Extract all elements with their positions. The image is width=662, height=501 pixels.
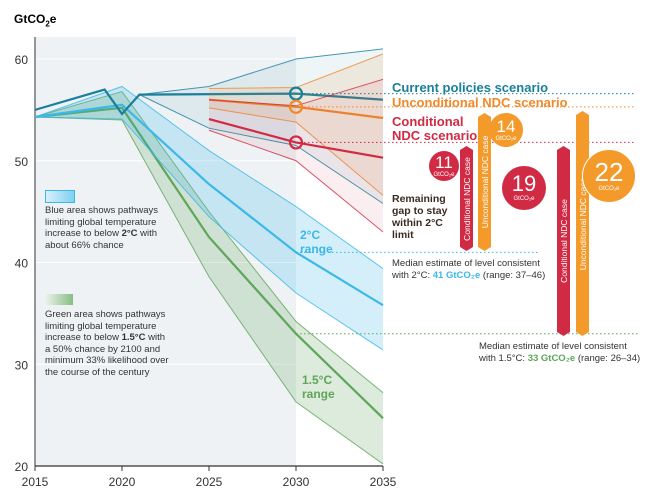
y-axis-label: GtCO2e xyxy=(14,12,57,29)
median-line-two xyxy=(34,103,384,307)
marker-2030-unconditional xyxy=(288,99,304,114)
legend-green-line: increase to below xyxy=(45,332,122,343)
marker-2030-current xyxy=(288,86,304,101)
legend-blue-line: increase to below xyxy=(45,228,122,239)
legend-blue-line: limiting global temperature xyxy=(45,216,157,228)
gap-value-15c-unconditional: 22 GtCO₂e xyxy=(582,149,636,203)
band-upper-current xyxy=(139,48,384,96)
median-15c-value: 33 GtCO₂e xyxy=(527,352,576,364)
band-upper-conditional xyxy=(208,78,384,107)
label-2c-line1: 2°C xyxy=(300,228,321,242)
remaining-gap-title: Remaining gap to stay within 2°C limit xyxy=(392,193,447,241)
gap-value-2c-unconditional: 14 GtCO₂e xyxy=(489,113,523,147)
gap-value: 14 xyxy=(496,116,516,136)
gap-value: 22 xyxy=(594,157,624,187)
median-line-current xyxy=(34,88,384,116)
median-2c-line1: Median estimate of level consistent xyxy=(392,258,540,269)
median-15c-line1: Median estimate of level consistent xyxy=(479,341,627,352)
gap-bar-label: Unconditional NDC case xyxy=(479,135,490,229)
gap-bar-label: Conditional NDC case xyxy=(558,199,569,283)
x-tick-label: 2020 xyxy=(109,475,136,489)
label-unconditional-ndc: Unconditional NDC scenario xyxy=(392,95,568,110)
legend-blue-bold: 2°C xyxy=(121,228,138,239)
legend-green-bold: 1.5°C xyxy=(121,332,146,343)
legend-green-line: with xyxy=(145,332,165,343)
median-15c-prefix: with 1.5°C: xyxy=(479,352,528,364)
y-tick-label: 60 xyxy=(15,53,29,67)
median-15c-range: (range: 26–34) xyxy=(575,352,641,364)
label-15c-line1: 1.5°C xyxy=(302,373,333,387)
gap-unit: GtCO₂e xyxy=(598,186,620,192)
legend-green-line: minimum 33% likelihood over xyxy=(45,355,169,366)
median-2c-range: (range: 37–46) xyxy=(480,269,546,281)
legend-green-line: Green area shows pathways xyxy=(45,309,166,320)
x-tick-label: 2025 xyxy=(196,475,223,489)
band-lower-unconditional xyxy=(208,107,384,196)
median-line-onefive xyxy=(34,106,384,419)
gap-value: 19 xyxy=(511,171,537,196)
band-upper-onefive xyxy=(34,90,384,394)
label-conditional-line2: NDC scenario xyxy=(392,128,478,143)
gap-title-2: gap to stay xyxy=(392,205,448,217)
label-2c-range: 2°C range xyxy=(300,228,333,256)
band-lower-two xyxy=(34,116,384,351)
gap-title-4: limit xyxy=(392,229,414,241)
x-tick-label: 2015 xyxy=(22,475,49,489)
legend-green-line: the course of the century xyxy=(45,366,150,378)
gap-value: 11 xyxy=(435,152,453,172)
x-tick-label: 2035 xyxy=(370,475,397,489)
y-tick-label: 50 xyxy=(15,155,29,169)
band-unconditional xyxy=(209,53,383,196)
gap-value-15c-conditional: 19 GtCO₂e xyxy=(502,166,546,210)
gap-bar-label: Conditional NDC case xyxy=(461,156,472,241)
median-2c-note: Median estimate of level consistent with… xyxy=(392,258,545,281)
gap-bar-15c-conditional: Conditional NDC case xyxy=(557,146,570,336)
gap-bar-15c-unconditional: Unconditional NDC case xyxy=(576,111,589,336)
legend-green-line: a 50% chance by 2100 and xyxy=(45,343,161,355)
gap-value-2c-conditional: 11 GtCO₂e xyxy=(429,151,459,181)
gap-title-3: within 2°C xyxy=(392,217,443,229)
historical-shading xyxy=(35,37,296,466)
band-lower-current xyxy=(139,94,384,204)
label-conditional-ndc: Conditional NDC scenario xyxy=(392,115,477,143)
y-tick-label: 40 xyxy=(15,257,29,271)
median-2c-prefix: with 2°C: xyxy=(392,269,433,281)
gap-bar-2c-conditional: Conditional NDC case xyxy=(460,146,473,251)
label-2c-line2: range xyxy=(300,242,333,256)
band-two xyxy=(35,86,383,351)
x-tick-label: 2030 xyxy=(283,475,310,489)
median-15c-note: Median estimate of level consistent with… xyxy=(479,341,640,364)
y-tick-label: 20 xyxy=(15,460,29,474)
band-lower-onefive xyxy=(34,116,384,465)
band-conditional xyxy=(209,79,383,232)
marker-2030-conditional xyxy=(288,135,304,150)
legend-swatch-blue xyxy=(45,190,75,203)
gap-unit: GtCO₂e xyxy=(495,135,517,142)
legend-blue-text: Blue area shows pathways limiting global… xyxy=(45,205,245,251)
legend-blue-line: about 66% chance xyxy=(45,239,124,251)
label-current-policies: Current policies scenario xyxy=(392,80,549,95)
label-conditional-line1: Conditional xyxy=(392,114,464,129)
band-lower-conditional xyxy=(208,129,384,233)
band-upper-two xyxy=(34,85,384,270)
y-tick-label: 30 xyxy=(15,358,29,372)
gap-title-1: Remaining xyxy=(392,193,446,205)
band-onefive xyxy=(35,91,383,464)
gap-bar-2c-unconditional: Unconditional NDC case xyxy=(478,113,491,251)
legend-blue-line: Blue area shows pathways xyxy=(45,205,159,216)
median-2c-value: 41 GtCO₂e xyxy=(432,269,481,281)
label-15c-range: 1.5°C range xyxy=(302,373,335,401)
gap-unit: GtCO₂e xyxy=(513,196,535,202)
label-15c-line2: range xyxy=(302,387,335,401)
legend-green-text: Green area shows pathways limiting globa… xyxy=(45,309,245,378)
legend-swatch-green xyxy=(45,294,73,305)
legend-green-line: limiting global temperature xyxy=(45,320,157,332)
legend-blue-line: with xyxy=(137,228,158,239)
gap-unit: GtCO₂e xyxy=(433,171,455,178)
